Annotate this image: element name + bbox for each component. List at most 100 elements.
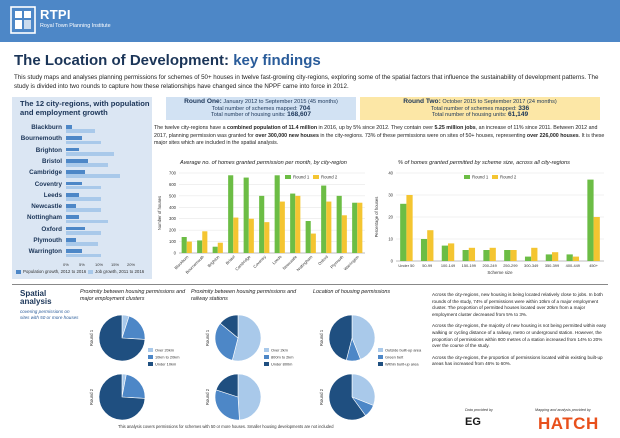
bar-round-1-coventry [259, 195, 265, 253]
scheme-size-title: % of homes granted permitted by scheme s… [398, 160, 570, 166]
x-tick-label: Nottingham [295, 254, 313, 272]
bar-round-1-nottingham [305, 221, 311, 253]
x-tick-label: Cambridge [234, 254, 252, 272]
city-label-plymouth: Plymouth [33, 237, 62, 244]
mapping-provider-label: Mapping and analysis provided by [535, 408, 591, 412]
scheme-size-chart: 0 10 20 30 40 Under 50 50-99 100-149 150-199 200-… [374, 171, 604, 275]
bar-round-1-blackburn [181, 237, 187, 253]
bar-round-1-100-149 [441, 245, 448, 261]
bar-round-1-200-249 [483, 250, 490, 261]
y-axis-label: Number of houses [157, 196, 162, 230]
round-label: Round 2 [319, 388, 324, 405]
x-tick-label: 250-299 [503, 263, 517, 268]
growth-axis-tick: 15% [111, 262, 120, 267]
pie-slice-800m-to-2km-round-1 [214, 322, 239, 361]
bar-round-2-bournemouth [202, 231, 208, 253]
round-label: Round 1 [205, 329, 210, 346]
bar-round-2-newcastle [295, 195, 301, 253]
bar-round-1-warrington [352, 202, 358, 253]
legend-label-round-2: Round 2 [500, 175, 517, 180]
bar-round-2-350-399 [552, 252, 559, 261]
pie-legend-label-green-belt: Green belt [385, 355, 404, 360]
city-label-nottingham: Nottingham [27, 214, 62, 222]
city-label-newcastle: Newcastle [31, 203, 62, 211]
pie-legend-swatch-green-belt [378, 355, 383, 359]
bar-round-2-450 [593, 217, 600, 261]
bar-round-2-150-199 [468, 247, 476, 261]
bar-round-2-nottingham [310, 233, 316, 253]
pie-legend-label-within-built-up-area: Within built-up area [385, 362, 419, 367]
pie-slice-under-10km-round-1 [98, 314, 146, 362]
job-growth-bar-oxford [66, 230, 102, 235]
legend-swatch-round-1 [285, 175, 291, 179]
legend-label-round-1: Round 1 [293, 175, 310, 180]
x-tick-label: Coventry [252, 254, 267, 269]
round-label: Round 1 [319, 329, 324, 346]
job-growth-bar-newcastle [66, 208, 102, 213]
bar-round-1-oxford [321, 185, 327, 253]
city-label-oxford: Oxford [41, 225, 62, 233]
bar-round-2-250-299 [510, 250, 517, 261]
spatial-findings: Across the city-regions, new housing is … [432, 292, 607, 367]
job-growth-bar-plymouth [66, 242, 98, 246]
spatial-title: Spatial analysis [20, 289, 52, 306]
bar-round-1-bristol [228, 175, 234, 253]
city-label-cambridge: Cambridge [29, 169, 62, 177]
x-tick-label: Bristol [225, 254, 236, 265]
x-tick-label: Brighton [206, 254, 220, 268]
city-label-bristol: Bristol [42, 157, 62, 165]
pie-legend-label-under-800m: Under 800m [271, 362, 292, 367]
spatial-pies: Round 1 Round 2 Over 20km 10km to 20km Under… [89, 314, 422, 421]
round-label: Round 1 [89, 329, 94, 346]
pie-slice-under-800m-round-2 [215, 373, 239, 398]
growth-axis-tick: 0% [63, 262, 69, 267]
legend-label-round-2: Round 2 [321, 175, 338, 180]
legend-swatch-round-2 [492, 175, 498, 179]
y-tick-label: 500 [169, 193, 177, 198]
spatial-subtitle: covering permissions on sites with 50 or… [20, 309, 79, 320]
pie-legend-swatch-outside-built-up-area [378, 348, 383, 352]
summary-text: The twelve city-regions have a combined … [154, 125, 605, 147]
eg-logo: EG [465, 416, 481, 428]
bar-round-2-bristol [233, 217, 239, 253]
round-label: Round 2 [89, 388, 94, 405]
pie-legend-swatch-over-20km [148, 348, 153, 352]
population-growth-bar-warrington [66, 249, 82, 254]
bar-round-1-newcastle [290, 193, 296, 253]
pie-slice-10km-to-20km-round-2 [121, 374, 146, 399]
employment-pie-title: Proximity between housing permissions an… [80, 289, 186, 302]
y-tick-label: 20 [388, 215, 393, 220]
y-tick-label: 100 [169, 239, 177, 244]
logo-subtitle: Royal Town Planning Institute [40, 23, 111, 29]
bar-round-2-300-349 [531, 247, 538, 261]
job-growth-bar-bristol [66, 163, 108, 167]
bar-round-2-brighton [217, 242, 223, 253]
pie-slice-under-800m-round-1 [219, 314, 239, 339]
job-growth-bar-leeds [66, 197, 102, 201]
section-divider [12, 284, 608, 285]
x-tick-label: 450+ [589, 263, 598, 268]
bar-round-2-coventry [264, 222, 270, 253]
city-regions-title: The 12 city-regions, with population and… [20, 99, 150, 117]
job-growth-bar-cambridge [66, 174, 121, 179]
x-tick-label: 400-449 [566, 263, 580, 268]
population-growth-bar-newcastle [66, 204, 76, 208]
growth-axis-tick: 10% [95, 262, 104, 267]
city-label-brighton: Brighton [35, 146, 62, 154]
y-tick-label: 600 [169, 182, 177, 187]
bar-round-1-bournemouth [197, 240, 203, 253]
growth-axis-tick: 20% [127, 262, 136, 267]
hatch-logo: HATCH [538, 414, 599, 433]
x-tick-label: 350-399 [545, 263, 559, 268]
city-label-blackburn: Blackburn [31, 124, 62, 131]
round-one-box: Round One: January 2012 to September 201… [166, 97, 356, 120]
bar-round-1-leeds [274, 175, 280, 253]
job-growth-bar-blackburn [66, 129, 95, 133]
bar-round-1-450 [587, 179, 594, 261]
bar-round-2-cambridge [248, 218, 254, 253]
bar-round-2-warrington [357, 202, 363, 253]
bar-round-1-under-50 [400, 203, 407, 261]
pie-slice-under-10km-round-2 [98, 373, 146, 421]
city-label-coventry: Coventry [34, 180, 62, 188]
bar-round-1-brighton [212, 246, 218, 253]
